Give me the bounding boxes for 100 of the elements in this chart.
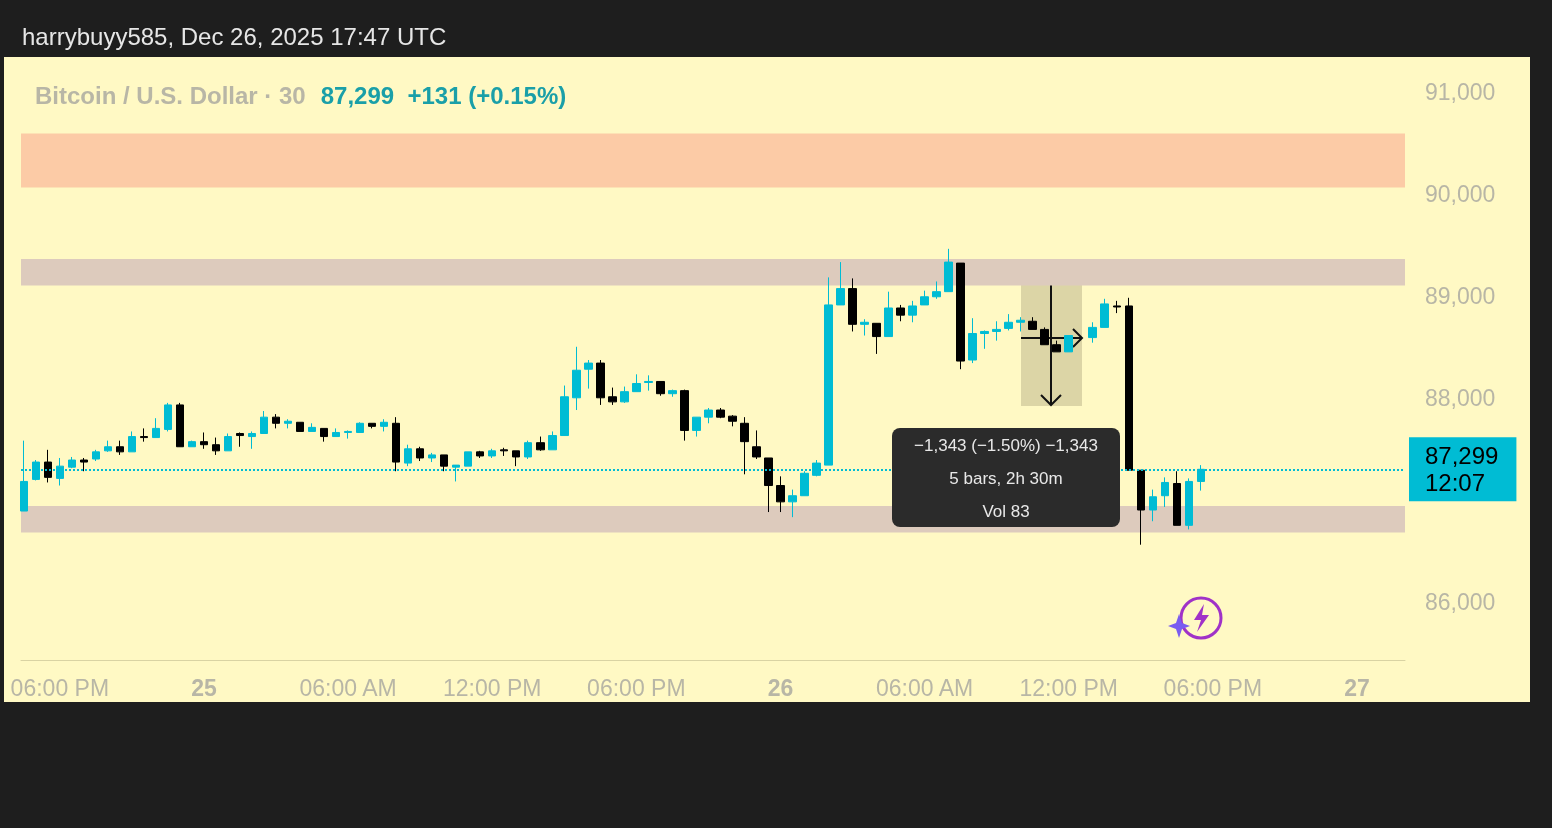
candlestick: [728, 414, 737, 427]
candlestick: [440, 454, 448, 472]
candlestick: [164, 402, 172, 432]
candlestick: [1173, 470, 1181, 526]
candlestick: [1100, 298, 1109, 328]
candlestick: [80, 457, 88, 472]
candlestick: [104, 440, 112, 453]
candlestick: [284, 418, 292, 429]
candlestick: [548, 430, 557, 451]
candlestick: [212, 437, 220, 456]
candlestick: [272, 413, 280, 429]
candlestick: [908, 300, 917, 323]
candlestick: [236, 431, 244, 448]
candlestick: [764, 457, 773, 513]
candlestick: [464, 451, 472, 467]
candlestick: [524, 440, 532, 460]
candlestick: [392, 416, 400, 472]
x-tick-label: 06:00 AM: [875, 674, 974, 701]
candlestick: [1113, 300, 1121, 314]
candlestick: [488, 448, 496, 459]
y-tick-label: 86,000: [1425, 588, 1496, 615]
x-tick-label: 27: [1344, 674, 1370, 701]
candlestick: [356, 421, 364, 433]
candlestick: [992, 320, 1001, 342]
annotation: 5 bars, 2h 30m: [949, 468, 1063, 488]
candlestick: [248, 430, 256, 450]
candlestick: [476, 450, 484, 459]
candlestick: [1028, 316, 1037, 330]
candlestick: [1125, 297, 1133, 471]
candlestick: [632, 373, 641, 393]
candlestick: [1137, 469, 1145, 546]
candlestick: [308, 422, 316, 432]
candlestick: [1052, 340, 1061, 353]
candlestick: [332, 427, 340, 438]
candlestick: [344, 429, 352, 440]
candlestick: [872, 322, 881, 355]
candlestick: [956, 262, 965, 370]
candlestick: [140, 427, 148, 443]
text: Bitcoin / U.S. Dollar · 30: [35, 81, 306, 109]
candlestick: [968, 317, 977, 364]
candlestick: [848, 277, 857, 332]
candlestick: [776, 475, 785, 513]
candlestick: [644, 374, 653, 392]
text: harrybuyy585, Dec 26, 2025 17:47 UTC: [22, 22, 447, 50]
text: 12:07: [1425, 469, 1486, 497]
candlestick: [944, 248, 953, 293]
x-tick-label: 25: [191, 674, 217, 701]
annotation: Vol 83: [982, 501, 1030, 521]
candlestick: [224, 432, 232, 452]
candlestick: [1088, 321, 1097, 344]
candlestick: [692, 416, 701, 438]
candlestick: [1161, 476, 1169, 508]
candlestick: [428, 452, 436, 463]
candlestick: [1064, 335, 1073, 353]
candlestick: [896, 304, 905, 322]
candlestick: [320, 427, 328, 443]
candlestick: [836, 261, 845, 306]
candlestick: [296, 421, 304, 432]
y-tick-label: 90,000: [1425, 180, 1496, 207]
annotation: −1,343 (−1.50%) −1,343: [914, 435, 1098, 455]
candlestick: [668, 389, 677, 398]
candlestick: [500, 447, 508, 457]
candlestick: [1040, 326, 1049, 346]
candlestick: [932, 280, 941, 300]
candlestick: [260, 410, 268, 434]
candlestick: [788, 489, 797, 518]
candlestick: [1004, 313, 1013, 331]
y-tick-label: 88,000: [1425, 384, 1496, 411]
candlestick: [512, 450, 520, 467]
y-tick-label: 89,000: [1425, 282, 1496, 309]
candlestick: [536, 436, 545, 452]
candlestick: [716, 407, 725, 419]
candlestick: [380, 418, 388, 432]
x-tick-label: 06:00 AM: [299, 674, 397, 701]
candlestick: [824, 276, 833, 466]
candlestick: [128, 430, 136, 453]
candlestick: [1185, 477, 1193, 530]
y-tick-label: 91,000: [1425, 78, 1496, 105]
candlestick: [596, 359, 605, 406]
candlestick: [200, 431, 208, 450]
candlestick: [1016, 316, 1025, 332]
candlestick: [416, 446, 424, 462]
candlestick: [404, 444, 412, 467]
candlestick: [176, 402, 184, 448]
ref-line-label: 87,299: [1425, 442, 1499, 470]
candlestick: [44, 449, 52, 483]
x-tick-label: 06:00 PM: [1163, 674, 1263, 701]
candlestick: [152, 417, 160, 439]
candlestick: [752, 429, 761, 460]
candlestick: [92, 449, 100, 462]
candlestick: [560, 385, 569, 437]
candlestick: [680, 389, 689, 442]
x-tick-label: 06:00 PM: [587, 674, 686, 701]
candlestick: [572, 346, 581, 411]
x-tick-label: 26: [767, 674, 794, 701]
candlestick: [920, 290, 929, 306]
candlestick: [740, 416, 749, 475]
candlestick: [116, 440, 124, 456]
candlestick: [188, 440, 196, 448]
candlestick: [584, 359, 593, 390]
